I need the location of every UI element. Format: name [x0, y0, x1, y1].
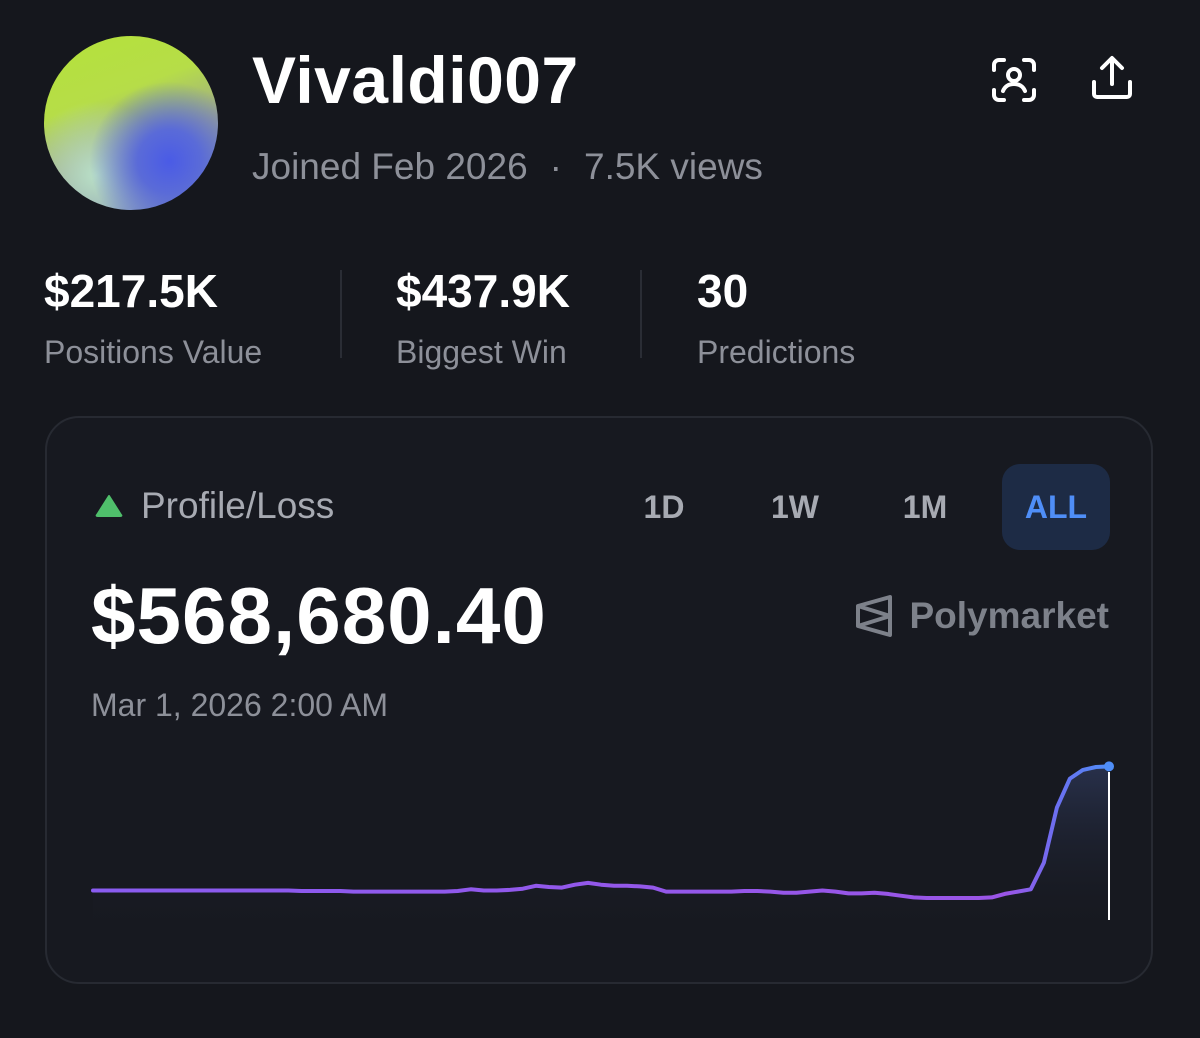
avatar[interactable] [44, 36, 218, 210]
range-tab-1d[interactable]: 1D [643, 488, 685, 525]
chart-series-line [91, 764, 1111, 900]
range-tab-1w[interactable]: 1W [771, 488, 819, 525]
stat-positions-value: $217.5K Positions Value [44, 262, 262, 374]
stat-value: $217.5K [44, 265, 218, 317]
stat-value: $437.9K [396, 265, 570, 317]
triangle-up-icon [95, 495, 123, 517]
stat-biggest-win: $437.9K Biggest Win [396, 262, 570, 374]
profile-scan-icon [992, 58, 1036, 102]
range-tab-1m[interactable]: 1M [902, 488, 948, 525]
stat-predictions: 30 Predictions [697, 262, 855, 374]
meta-separator: · [549, 146, 562, 187]
brand-name: Polymarket [909, 595, 1110, 636]
polymarket-logo-icon [855, 595, 892, 637]
chart-area-fill [93, 766, 1109, 938]
profit-loss-title: Profile/Loss [141, 485, 335, 526]
profit-loss-header: Profile/Loss [95, 482, 334, 530]
username: Vivaldi007 [252, 43, 579, 117]
share-upload-icon [1092, 56, 1132, 99]
stat-value: 30 [697, 265, 749, 317]
share-button[interactable] [1080, 46, 1144, 110]
stat-label: Predictions [697, 334, 856, 370]
view-count: 7.5K views [584, 146, 763, 187]
profit-loss-value: $568,680.40 [91, 571, 547, 660]
polymarket-brand: Polymarket [854, 592, 1110, 640]
profit-loss-date: Mar 1, 2026 2:00 AM [91, 687, 389, 723]
profile-meta: Joined Feb 2026 · 7.5K views [252, 144, 763, 190]
stat-label: Positions Value [44, 334, 263, 370]
scan-profile-button[interactable] [982, 48, 1046, 112]
stat-divider [640, 270, 642, 358]
stat-label: Biggest Win [396, 334, 567, 370]
joined-date: Joined Feb 2026 [252, 146, 528, 187]
stat-divider [340, 270, 342, 358]
chart-cursor-dot [1104, 761, 1114, 772]
profit-loss-chart[interactable] [47, 758, 1151, 948]
range-tab-all[interactable]: ALL [1002, 464, 1110, 550]
profit-loss-card: Profile/Loss 1D 1W 1M ALL $568,680.40 Po… [45, 416, 1153, 984]
